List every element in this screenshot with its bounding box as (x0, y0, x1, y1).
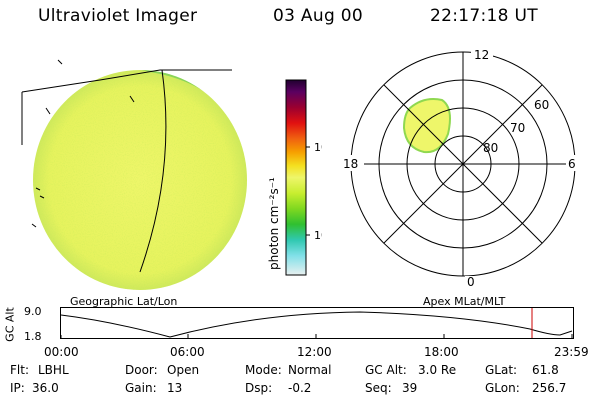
colorbar-unit-label: photon cm⁻²s⁻¹ (267, 177, 281, 270)
y-tick-min: 1.8 (24, 330, 42, 343)
y-tick-max: 9.0 (24, 305, 42, 318)
x-tick: 12:00 (297, 345, 332, 359)
status-value: 36.0 (32, 381, 59, 395)
x-tick: 06:00 (170, 345, 205, 359)
status-value: 3.0 Re (418, 363, 457, 377)
status-value: 61.8 (532, 363, 559, 377)
colorbar-tick: 100 (314, 141, 322, 154)
longitude-line (139, 69, 167, 273)
instrument-title: Ultraviolet Imager (38, 6, 198, 26)
status-value: Normal (288, 363, 332, 377)
status-label: Dsp: (245, 381, 273, 395)
status-label: GC Alt: (365, 363, 407, 377)
status-value: -0.2 (288, 381, 312, 395)
status-value: 39 (402, 381, 418, 395)
x-tick: 23:59 (554, 345, 589, 359)
status-label: Mode: (245, 363, 282, 377)
x-tick: 00:00 (44, 345, 79, 359)
x-tick: 18:00 (424, 345, 459, 359)
timeline-left-title: Geographic Lat/Lon (70, 295, 178, 308)
observation-time: 22:17:18 UT (430, 6, 538, 26)
status-label: Flt: (10, 363, 29, 377)
uv-earth-image (21, 59, 247, 290)
latitude-line (21, 69, 232, 93)
orbit-altitude-timeline (60, 307, 574, 339)
status-value: 256.7 (532, 381, 567, 395)
altitude-curve (60, 311, 573, 338)
timeline-right-title: Apex MLat/MLT (423, 295, 506, 308)
status-value: 13 (167, 381, 183, 395)
status-value: LBHL (38, 363, 69, 377)
lat-label-70: 70 (510, 121, 525, 135)
mlt-label-12: 12 (474, 48, 489, 62)
polar-mlt-plot: 12 0 18 6 60 70 80 (342, 48, 580, 288)
colorbar-tick: 10 (314, 229, 322, 242)
status-label: Gain: (125, 381, 157, 395)
observation-date: 03 Aug 00 (273, 6, 363, 26)
lat-label-60: 60 (534, 98, 549, 112)
status-label: GLat: (485, 363, 518, 377)
status-value: Open (167, 363, 200, 377)
color-scale-bar: 100 10 photon cm⁻²s⁻¹ (267, 79, 322, 276)
mlt-label-0: 0 (467, 275, 475, 288)
status-label: IP: (10, 381, 25, 395)
lat-label-80: 80 (483, 141, 498, 155)
status-label: Door: (125, 363, 158, 377)
mlt-label-18: 18 (343, 157, 358, 171)
mlt-label-6: 6 (568, 157, 576, 171)
timeline-y-label: GC Alt (3, 307, 17, 342)
status-label: Seq: (365, 381, 392, 395)
status-label: GLon: (485, 381, 520, 395)
